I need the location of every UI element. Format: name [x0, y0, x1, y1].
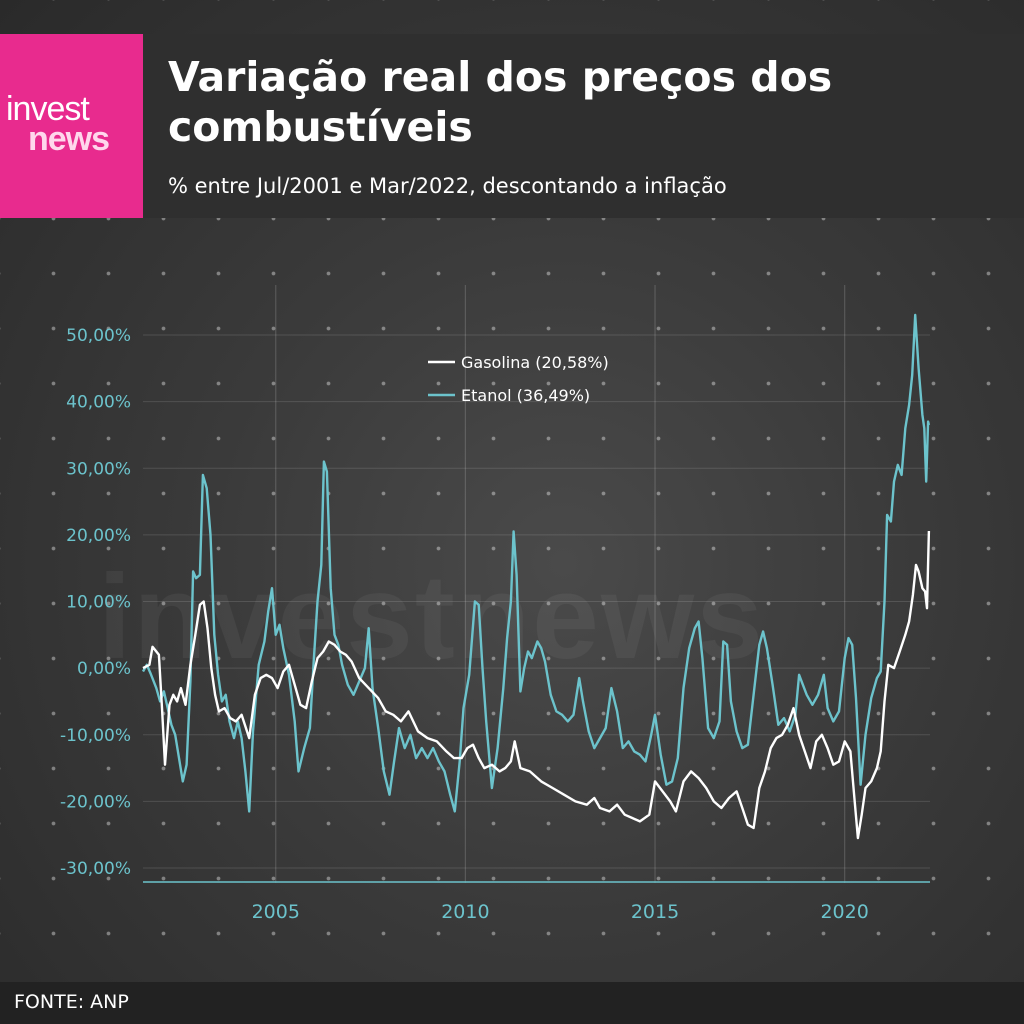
brand-line2: news [28, 120, 110, 158]
x-tick-label: 2015 [631, 901, 679, 923]
chart-title: Variação real dos preços dos combustívei… [168, 53, 833, 151]
legend-label-etanol: Etanol (36,49%) [461, 386, 590, 405]
brand-logo: invest news [0, 34, 143, 218]
brand-logo-text: invest news [6, 90, 138, 158]
header-bar [0, 34, 1024, 218]
y-tick-label: 50,00% [66, 326, 131, 346]
y-tick-label: 30,00% [66, 459, 131, 479]
x-tick-label: 2005 [252, 901, 300, 923]
y-tick-label: -10,00% [60, 726, 131, 746]
y-tick-label: 10,00% [66, 593, 131, 613]
y-tick-label: 20,00% [66, 526, 131, 546]
series-line-etanol [141, 313, 931, 813]
x-tick-label: 2010 [441, 901, 489, 923]
footer-bar [0, 982, 1024, 1024]
watermark: investnews [98, 550, 765, 684]
chart-subtitle: % entre Jul/2001 e Mar/2022, descontando… [168, 174, 727, 198]
y-tick-label: -20,00% [60, 792, 131, 812]
y-tick-label: -30,00% [60, 859, 131, 879]
legend-label-gasolina: Gasolina (20,58%) [461, 353, 609, 372]
x-tick-label: 2020 [820, 901, 868, 923]
y-tick-label: 40,00% [66, 393, 131, 413]
source-note: FONTE: ANP [14, 991, 129, 1013]
brand-line1: invest [6, 90, 90, 128]
y-tick-label: 0,00% [77, 659, 131, 679]
series-line-gasolina [142, 530, 931, 840]
